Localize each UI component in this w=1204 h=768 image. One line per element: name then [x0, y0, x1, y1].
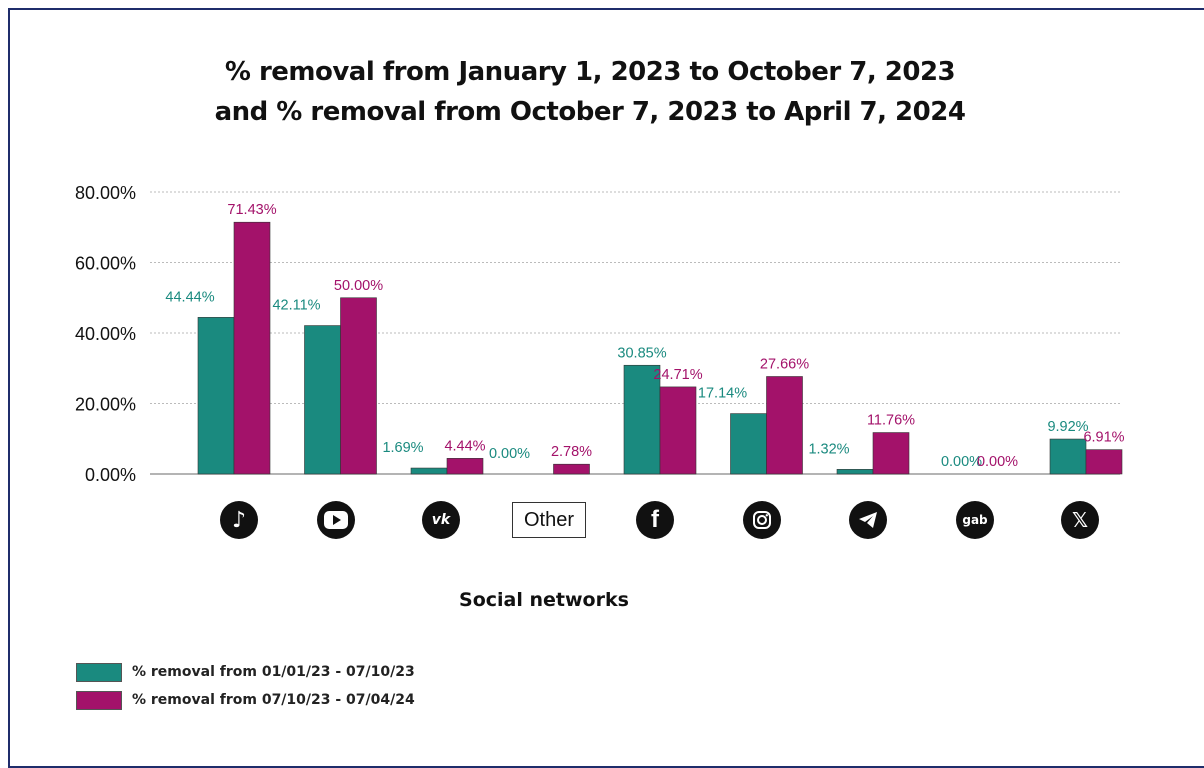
- bar-series-1: [1049, 438, 1087, 475]
- bar-series-2: [553, 463, 590, 475]
- y-tick-label: 20.00%: [75, 395, 136, 415]
- data-label-series-1: 1.32%: [808, 441, 849, 457]
- bar-series-2: [659, 386, 697, 475]
- data-label-series-2: 6.91%: [1083, 430, 1124, 446]
- tiktok-icon: ♪: [220, 501, 258, 539]
- facebook-icon: f: [636, 501, 674, 539]
- data-label-series-2: 24.71%: [653, 367, 702, 383]
- y-tick-label: 60.00%: [75, 254, 136, 274]
- instagram-icon: [743, 501, 781, 539]
- data-label-series-2: 71.43%: [227, 202, 276, 218]
- x-icon: 𝕏: [1061, 501, 1099, 539]
- legend-swatch-series-1: [76, 662, 122, 682]
- bar-series-2: [340, 297, 377, 475]
- legend-label-series-2: % removal from 07/10/23 - 07/04/24: [132, 692, 415, 708]
- bar-series-2: [446, 458, 484, 475]
- vk-icon: vk: [422, 501, 460, 539]
- bar-series-2: [233, 221, 271, 475]
- data-label-series-2: 27.66%: [760, 356, 809, 372]
- y-tick-label: 40.00%: [75, 324, 136, 344]
- telegram-icon: [849, 501, 887, 539]
- youtube-icon: [317, 501, 355, 539]
- data-label-series-1: 0.00%: [489, 446, 530, 462]
- y-tick-label: 80.00%: [75, 183, 136, 203]
- y-tick-label: 0.00%: [85, 465, 136, 485]
- legend-label-series-1: % removal from 01/01/23 - 07/10/23: [132, 664, 415, 680]
- bar-series-2: [1085, 449, 1123, 475]
- bar-series-1: [304, 325, 341, 475]
- data-label-series-2: 0.00%: [977, 454, 1018, 470]
- chart-title: % removal from January 1, 2023 to Octobe…: [0, 52, 1180, 132]
- data-label-series-1: 1.69%: [382, 440, 423, 456]
- data-label-series-1: 0.00%: [941, 454, 982, 470]
- bar-series-1: [410, 467, 448, 475]
- bar-series-1: [623, 364, 661, 475]
- data-label-series-1: 17.14%: [698, 386, 747, 402]
- data-label-series-2: 4.44%: [444, 438, 485, 454]
- bar-series-1: [730, 413, 767, 475]
- x-axis-label: Social networks: [459, 589, 629, 611]
- bar-series-1: [197, 317, 235, 475]
- bar-series-1: [836, 469, 874, 475]
- bar-series-2: [766, 376, 803, 475]
- data-label-series-1: 42.11%: [272, 298, 320, 314]
- chart-title-line-2: and % removal from October 7, 2023 to Ap…: [214, 97, 966, 127]
- data-label-series-1: 9.92%: [1047, 419, 1088, 435]
- data-label-series-1: 44.44%: [165, 289, 214, 305]
- data-label-series-1: 30.85%: [617, 345, 666, 361]
- data-label-series-2: 11.76%: [867, 413, 915, 429]
- data-label-series-2: 2.78%: [551, 444, 592, 460]
- bar-series-2: [872, 432, 910, 475]
- data-label-series-2: 50.00%: [334, 278, 383, 294]
- legend-swatch-series-2: [76, 690, 122, 710]
- legend-item-series-2: % removal from 07/10/23 - 07/04/24: [76, 688, 415, 712]
- gab-icon: gab: [956, 501, 994, 539]
- bar-chart: 0.00% 20.00% 40.00% 60.00% 80.00% 44.44% 71.43…: [75, 183, 1125, 485]
- other-label: Other: [512, 502, 586, 538]
- chart-title-line-1: % removal from January 1, 2023 to Octobe…: [224, 57, 956, 87]
- legend: % removal from 01/01/23 - 07/10/23 % rem…: [76, 660, 415, 716]
- legend-item-series-1: % removal from 01/01/23 - 07/10/23: [76, 660, 415, 684]
